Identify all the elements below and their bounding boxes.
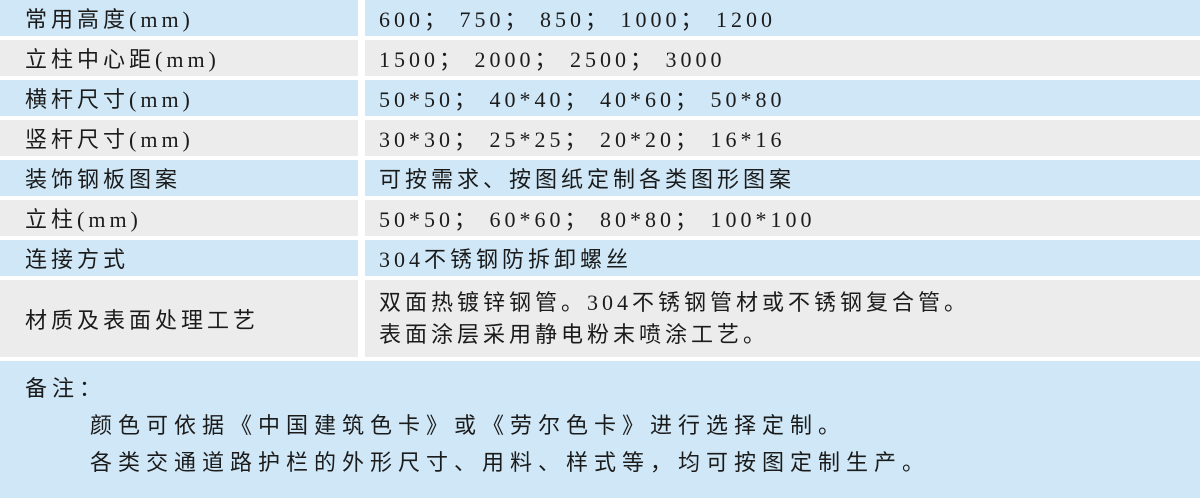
- row-value: 50*50； 40*40； 40*60； 50*80: [365, 80, 1200, 116]
- row-label: 材质及表面处理工艺: [0, 280, 358, 357]
- table-row: 立柱中心距(mm) 1500； 2000； 2500； 3000: [0, 40, 1200, 76]
- table-row: 竖杆尺寸(mm) 30*30； 25*25； 20*20； 16*16: [0, 120, 1200, 156]
- row-value: 600； 750； 850； 1000； 1200: [365, 0, 1200, 36]
- row-label: 横杆尺寸(mm): [0, 80, 358, 116]
- table-row: 连接方式 304不锈钢防拆卸螺丝: [0, 240, 1200, 276]
- spec-table: 常用高度(mm) 600； 750； 850； 1000； 1200 立柱中心距…: [0, 0, 1200, 357]
- row-value: 1500； 2000； 2500； 3000: [365, 40, 1200, 76]
- row-value: 可按需求、按图纸定制各类图形图案: [365, 160, 1200, 196]
- table-row: 常用高度(mm) 600； 750； 850； 1000； 1200: [0, 0, 1200, 36]
- remarks-title: 备注：: [25, 376, 107, 401]
- table-row: 横杆尺寸(mm) 50*50； 40*40； 40*60； 50*80: [0, 80, 1200, 116]
- remarks-section: 备注： 颜色可依据《中国建筑色卡》或《劳尔色卡》进行选择定制。 各类交通道路护栏…: [0, 361, 1200, 498]
- row-label: 立柱(mm): [0, 200, 358, 236]
- row-value: 50*50； 60*60； 80*80； 100*100: [365, 200, 1200, 236]
- table-row: 材质及表面处理工艺 双面热镀锌钢管。304不锈钢管材或不锈钢复合管。 表面涂层采…: [0, 280, 1200, 357]
- row-label: 连接方式: [0, 240, 358, 276]
- row-label: 常用高度(mm): [0, 0, 358, 36]
- row-value-line: 表面涂层采用静电粉末喷涂工艺。: [379, 321, 770, 347]
- row-label: 竖杆尺寸(mm): [0, 120, 358, 156]
- remarks-line: 各类交通道路护栏的外形尺寸、用料、样式等，均可按图定制生产。: [90, 450, 931, 475]
- table-row: 立柱(mm) 50*50； 60*60； 80*80； 100*100: [0, 200, 1200, 236]
- row-value-line: 双面热镀锌钢管。304不锈钢管材或不锈钢复合管。: [379, 289, 971, 315]
- remarks-line: 颜色可依据《中国建筑色卡》或《劳尔色卡》进行选择定制。: [90, 413, 847, 438]
- row-value: 30*30； 25*25； 20*20； 16*16: [365, 120, 1200, 156]
- row-label: 装饰钢板图案: [0, 160, 358, 196]
- row-label: 立柱中心距(mm): [0, 40, 358, 76]
- row-value: 双面热镀锌钢管。304不锈钢管材或不锈钢复合管。 表面涂层采用静电粉末喷涂工艺。: [365, 280, 1200, 357]
- table-row: 装饰钢板图案 可按需求、按图纸定制各类图形图案: [0, 160, 1200, 196]
- row-value: 304不锈钢防拆卸螺丝: [365, 240, 1200, 276]
